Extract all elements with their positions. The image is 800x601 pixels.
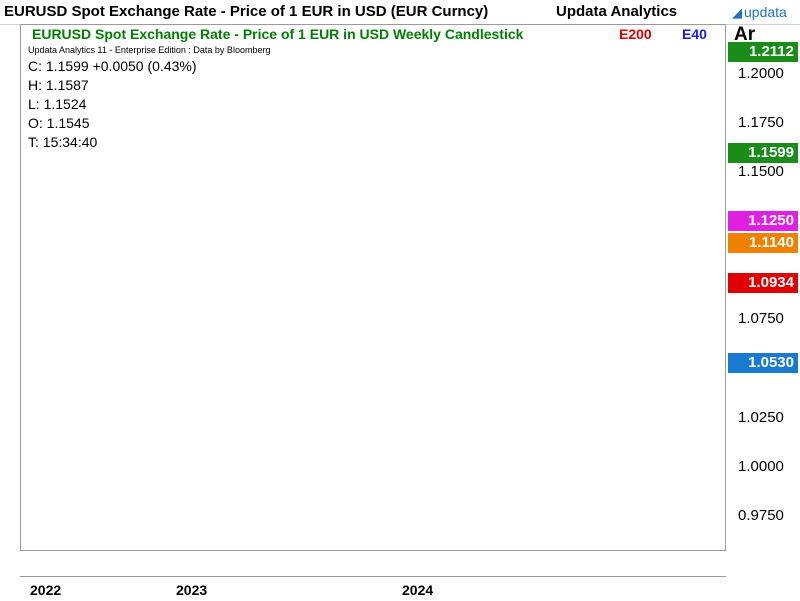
ohlc-low: L: 1.1524 bbox=[28, 96, 87, 112]
ohlc-high: H: 1.1587 bbox=[28, 77, 89, 93]
y-tick-label: 1.2000 bbox=[738, 65, 784, 83]
edition-note: Updata Analytics 11 - Enterprise Edition… bbox=[28, 45, 271, 55]
y-tick-label: 1.1750 bbox=[738, 114, 784, 132]
logo-text: updata bbox=[744, 4, 787, 20]
price-tag-1.1140: 1.1140 bbox=[728, 232, 798, 253]
legend-e40[interactable]: E40 bbox=[682, 26, 707, 42]
price-tag-1.1599: 1.1599 bbox=[728, 142, 798, 163]
page-title: EURUSD Spot Exchange Rate - Price of 1 E… bbox=[4, 3, 489, 20]
x-label-2023: 2023 bbox=[176, 582, 208, 598]
y-tick-label: 0.9750 bbox=[738, 506, 784, 524]
x-label-2024: 2024 bbox=[402, 582, 434, 598]
y-tick-label: 1.0250 bbox=[738, 408, 784, 426]
chart-subtitle: EURUSD Spot Exchange Rate - Price of 1 E… bbox=[32, 26, 524, 42]
axis-unit-label: Ar bbox=[734, 24, 756, 45]
updata-logo: ◢ updata bbox=[732, 4, 787, 21]
legend-e200[interactable]: E200 bbox=[619, 26, 652, 42]
logo-icon: ◢ bbox=[732, 5, 742, 20]
ohlc-open: O: 1.1545 bbox=[28, 115, 90, 131]
price-tag-1.0530: 1.0530 bbox=[728, 352, 798, 373]
price-tag-1.1250: 1.1250 bbox=[728, 211, 798, 232]
ohlc-close: C: 1.1599 +0.0050 (0.43%) bbox=[28, 58, 197, 74]
ohlc-time: T: 15:34:40 bbox=[28, 134, 98, 150]
y-tick-label: 1.0000 bbox=[738, 457, 784, 475]
x-label-2022: 2022 bbox=[30, 582, 62, 598]
y-tick-label: 1.1500 bbox=[738, 163, 784, 181]
vendor-name: Updata Analytics bbox=[556, 3, 678, 20]
price-tag-1.0934: 1.0934 bbox=[728, 273, 798, 294]
price-tag-1.2112: 1.2112 bbox=[728, 42, 798, 63]
chart-panel bbox=[20, 24, 726, 551]
x-axis bbox=[20, 576, 726, 601]
y-tick-label: 1.0750 bbox=[738, 310, 784, 328]
header-bar: EURUSD Spot Exchange Rate - Price of 1 E… bbox=[0, 0, 800, 25]
